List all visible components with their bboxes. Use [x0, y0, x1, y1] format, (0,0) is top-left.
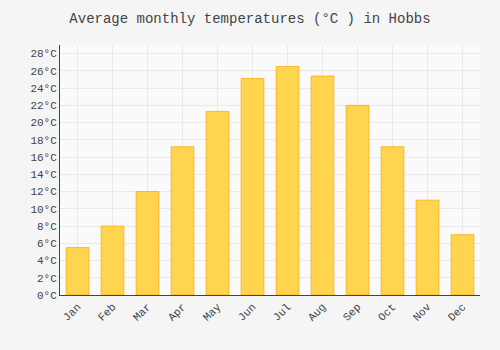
svg-text:18°C: 18°C: [30, 135, 57, 147]
svg-text:16°C: 16°C: [30, 152, 57, 164]
svg-text:20°C: 20°C: [30, 117, 57, 129]
svg-text:10°C: 10°C: [30, 204, 57, 216]
svg-text:2°C: 2°C: [37, 273, 57, 285]
svg-text:Sep: Sep: [341, 301, 363, 323]
svg-text:14°C: 14°C: [30, 169, 57, 181]
svg-text:Apr: Apr: [166, 301, 188, 323]
svg-text:Mar: Mar: [131, 301, 153, 323]
svg-text:Jul: Jul: [271, 301, 293, 323]
svg-text:26°C: 26°C: [30, 66, 57, 78]
svg-text:Average monthly temperatures (: Average monthly temperatures (°C ) in Ho…: [69, 11, 430, 27]
svg-text:4°C: 4°C: [37, 255, 57, 267]
svg-text:8°C: 8°C: [37, 221, 57, 233]
svg-text:Nov: Nov: [411, 301, 434, 324]
svg-text:Feb: Feb: [96, 301, 118, 323]
svg-text:Aug: Aug: [306, 301, 328, 323]
svg-text:Dec: Dec: [446, 301, 468, 323]
svg-text:Oct: Oct: [376, 301, 398, 323]
svg-text:0°C: 0°C: [37, 290, 57, 302]
svg-text:Jun: Jun: [236, 301, 258, 323]
svg-text:Jan: Jan: [61, 301, 83, 323]
svg-text:28°C: 28°C: [30, 48, 57, 60]
svg-text:22°C: 22°C: [30, 100, 57, 112]
svg-text:May: May: [201, 301, 224, 324]
svg-text:24°C: 24°C: [30, 83, 57, 95]
svg-text:12°C: 12°C: [30, 186, 57, 198]
svg-text:6°C: 6°C: [37, 238, 57, 250]
